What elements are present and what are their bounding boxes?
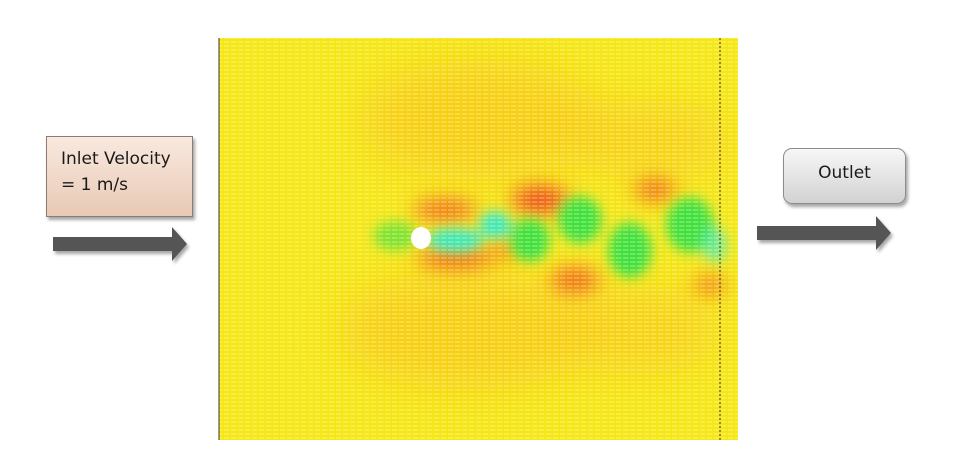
- outlet-label-text: Outlet: [818, 163, 871, 183]
- cylinder-obstacle: [411, 227, 431, 249]
- inlet-arrow-icon: [53, 227, 187, 261]
- inlet-label-line2: = 1 m/s: [61, 175, 129, 195]
- outlet-arrow-icon: [757, 216, 891, 250]
- inlet-label-line1: Inlet Velocity: [61, 149, 171, 169]
- inlet-velocity-label: Inlet Velocity = 1 m/s: [46, 136, 193, 217]
- velocity-field: [219, 38, 738, 440]
- velocity-vectors: [219, 38, 738, 440]
- outlet-label: Outlet: [783, 148, 906, 204]
